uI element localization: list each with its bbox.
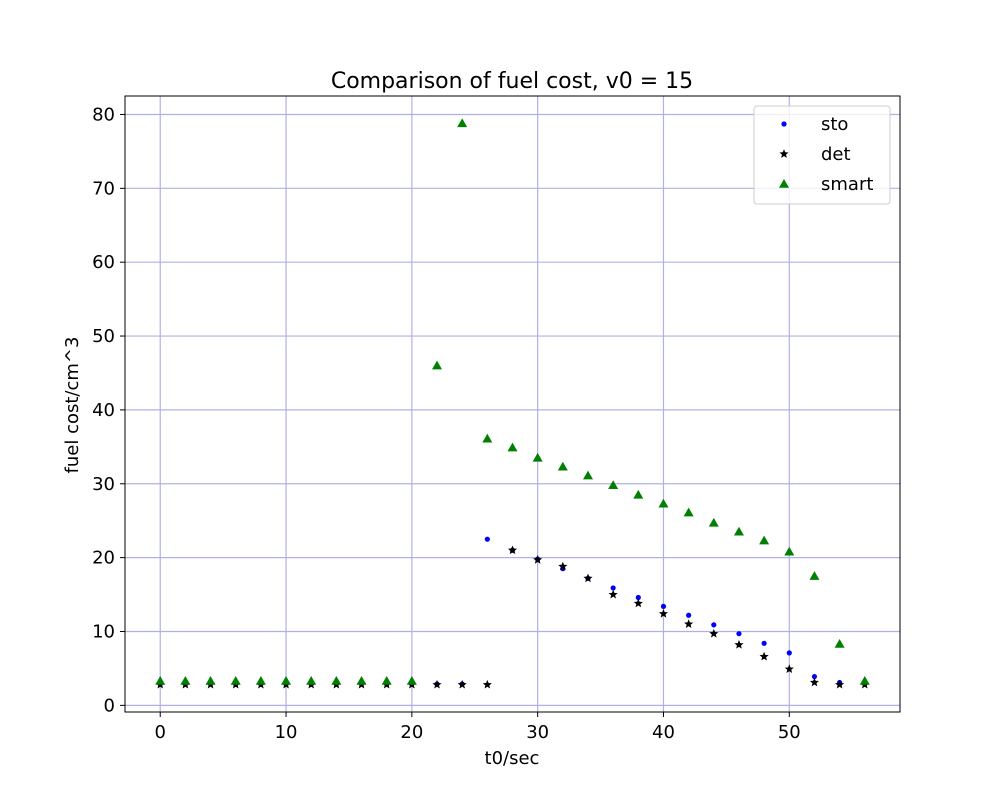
smart-point	[381, 675, 392, 685]
det-point	[608, 589, 618, 599]
y-tick-label: 50	[92, 326, 115, 347]
sto-point	[610, 585, 616, 591]
smart-point	[658, 498, 669, 508]
y-tick-label: 70	[92, 178, 115, 199]
x-tick-label: 50	[778, 722, 801, 743]
y-tick-label: 60	[92, 252, 115, 273]
det-point	[558, 561, 568, 571]
smart-point	[482, 433, 493, 443]
smart-point	[406, 675, 417, 685]
smart-point	[155, 675, 166, 685]
det-point	[633, 598, 643, 608]
det-point	[658, 608, 669, 618]
sto-point	[736, 631, 742, 637]
x-tick-label: 20	[400, 722, 423, 743]
legend-marker-smart	[779, 179, 789, 188]
legend-label-smart: smart	[821, 174, 873, 195]
det-point	[583, 573, 593, 583]
y-tick-label: 20	[92, 548, 115, 569]
legend-marker-sto	[781, 121, 787, 127]
smart-point	[633, 489, 644, 499]
legend-entry-sto: sto	[781, 114, 848, 135]
smart-point	[532, 452, 543, 462]
smart-point	[230, 675, 241, 685]
smart-point	[708, 517, 719, 527]
legend-entry-smart: smart	[779, 174, 873, 195]
legend-label-sto: sto	[821, 114, 848, 135]
smart-point	[582, 470, 593, 480]
smart-point	[255, 675, 266, 685]
sto-point	[711, 622, 717, 628]
det-point	[684, 619, 694, 628]
smart-point	[507, 442, 518, 452]
smart-point	[331, 675, 342, 685]
legend-entry-det: det	[779, 144, 851, 165]
x-tick-label: 40	[652, 722, 675, 743]
y-tick-label: 40	[92, 400, 115, 421]
x-axis-label: t0/sec	[485, 748, 540, 769]
chart-title: Comparison of fuel cost, v0 = 15	[331, 69, 693, 94]
x-tick-label: 30	[526, 722, 549, 743]
smart-point	[834, 639, 845, 648]
legend-box	[753, 105, 891, 205]
smart-point	[683, 507, 694, 517]
det-point	[734, 639, 744, 649]
y-tick-label: 80	[92, 104, 115, 125]
y-axis-label: fuel cost/cm^3	[62, 337, 83, 474]
sto-point	[811, 673, 818, 680]
sto-point	[761, 640, 767, 646]
smart-point	[180, 675, 191, 685]
smart-point	[557, 461, 568, 471]
det-point	[432, 679, 442, 689]
sto-point	[660, 603, 667, 609]
smart-point	[733, 526, 744, 536]
series-det	[155, 545, 870, 689]
smart-point	[205, 675, 216, 685]
smart-point	[759, 535, 770, 545]
y-tick-label: 0	[104, 695, 115, 716]
det-point	[835, 679, 845, 689]
data-marks	[155, 118, 870, 689]
det-point	[533, 555, 543, 564]
det-point	[457, 679, 467, 689]
smart-point	[809, 571, 820, 580]
smart-point	[432, 360, 443, 370]
det-point	[759, 651, 769, 661]
y-tick-label: 30	[92, 474, 115, 495]
smart-point	[356, 675, 367, 685]
legend: sto det smart	[753, 105, 891, 205]
det-point	[482, 679, 492, 689]
smart-point	[306, 675, 317, 685]
x-tick-label: 0	[155, 722, 166, 743]
smart-point	[859, 675, 870, 685]
sto-point	[484, 536, 490, 542]
smart-point	[608, 480, 619, 489]
sto-point	[635, 594, 641, 601]
y-tick-label: 10	[92, 621, 115, 642]
sto-point	[686, 612, 692, 618]
det-point	[507, 545, 518, 555]
legend-marker-det	[779, 149, 789, 158]
smart-point	[281, 675, 292, 685]
det-point	[709, 628, 719, 638]
axis-ticks: 0 10 20 30 40 50 0 10 20 30 40 50 60 70 80	[92, 104, 801, 743]
x-tick-label: 10	[275, 722, 298, 743]
series-smart	[155, 118, 870, 685]
legend-label-det: det	[821, 144, 851, 165]
series-sto	[157, 536, 868, 687]
det-point	[809, 677, 820, 687]
sto-point	[786, 650, 792, 656]
det-point	[784, 664, 794, 674]
smart-point	[784, 546, 795, 556]
plot-area-frame	[124, 95, 901, 713]
smart-point	[457, 118, 468, 128]
